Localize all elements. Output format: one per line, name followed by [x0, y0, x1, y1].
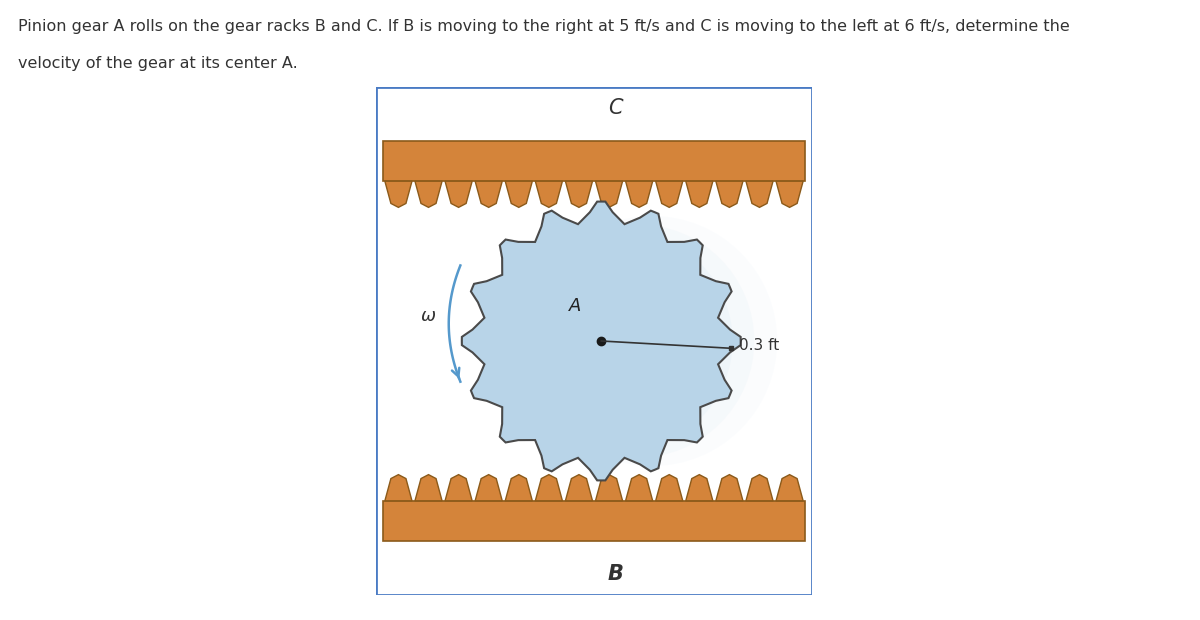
Polygon shape	[685, 475, 713, 501]
Polygon shape	[595, 475, 623, 501]
Text: velocity of the gear at its center A.: velocity of the gear at its center A.	[18, 56, 298, 71]
Polygon shape	[385, 475, 412, 501]
Polygon shape	[565, 181, 593, 207]
Polygon shape	[655, 475, 683, 501]
Polygon shape	[505, 181, 533, 207]
Polygon shape	[655, 181, 683, 207]
Polygon shape	[776, 475, 803, 501]
Polygon shape	[625, 475, 653, 501]
Polygon shape	[565, 475, 593, 501]
Polygon shape	[475, 181, 503, 207]
Circle shape	[521, 224, 755, 458]
Polygon shape	[415, 181, 442, 207]
Text: B: B	[608, 564, 624, 583]
Polygon shape	[595, 181, 623, 207]
Polygon shape	[685, 181, 713, 207]
Polygon shape	[746, 475, 773, 501]
Polygon shape	[475, 475, 503, 501]
Polygon shape	[462, 202, 740, 480]
Polygon shape	[445, 181, 472, 207]
Polygon shape	[535, 181, 563, 207]
Circle shape	[527, 216, 778, 466]
Polygon shape	[385, 181, 412, 207]
Bar	[383, 141, 805, 181]
Text: A: A	[569, 297, 581, 315]
Circle shape	[514, 231, 733, 451]
Text: 0.3 ft: 0.3 ft	[739, 338, 780, 353]
Polygon shape	[776, 181, 803, 207]
Text: C: C	[608, 99, 623, 118]
Polygon shape	[445, 475, 472, 501]
Bar	[383, 501, 805, 541]
Polygon shape	[625, 181, 653, 207]
Polygon shape	[415, 475, 442, 501]
Polygon shape	[535, 475, 563, 501]
Polygon shape	[716, 475, 743, 501]
Polygon shape	[716, 181, 743, 207]
Polygon shape	[505, 475, 533, 501]
Text: Pinion gear A rolls on the gear racks B and C. If B is moving to the right at 5 : Pinion gear A rolls on the gear racks B …	[18, 19, 1069, 33]
Polygon shape	[746, 181, 773, 207]
Text: ω: ω	[421, 308, 436, 326]
